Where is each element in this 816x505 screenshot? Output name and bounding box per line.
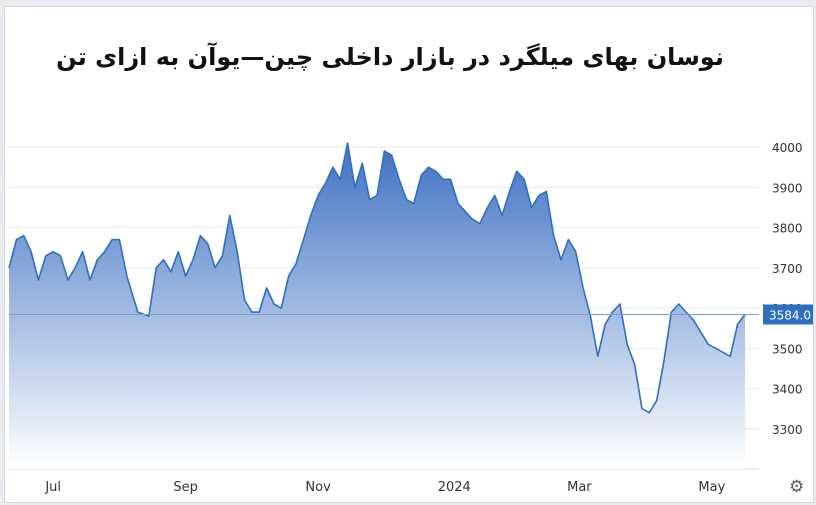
chart-frame: نوسان بهای میلگرد در بازار داخلی چین—یوآ…	[4, 6, 814, 503]
settings-gear-icon[interactable]: ⚙	[789, 477, 805, 497]
y-tick-label: 3900	[772, 181, 803, 195]
series-area	[9, 143, 745, 469]
x-tick-label: May	[698, 480, 725, 495]
y-tick-label: 3300	[772, 423, 803, 437]
y-tick-label: 3400	[772, 383, 803, 397]
y-tick-label: 3500	[772, 342, 803, 356]
y-tick-label: 3800	[772, 222, 803, 236]
x-tick-label: Sep	[173, 480, 198, 495]
last-value-label: 3584.0	[769, 308, 811, 322]
area-chart: 33003400350036003700380039004000JulSepNo…	[8, 141, 813, 495]
x-tick-label: Nov	[305, 480, 331, 495]
x-tick-label: 2024	[438, 480, 471, 495]
x-tick-label: Jul	[44, 480, 61, 495]
chart-title: نوسان بهای میلگرد در بازار داخلی چین—یوآ…	[56, 43, 724, 71]
series-line	[8, 142, 746, 414]
last-value-badge	[763, 304, 813, 325]
x-tick-label: Mar	[567, 480, 592, 495]
y-tick-label: 4000	[772, 141, 803, 155]
y-tick-label: 3700	[772, 262, 803, 276]
